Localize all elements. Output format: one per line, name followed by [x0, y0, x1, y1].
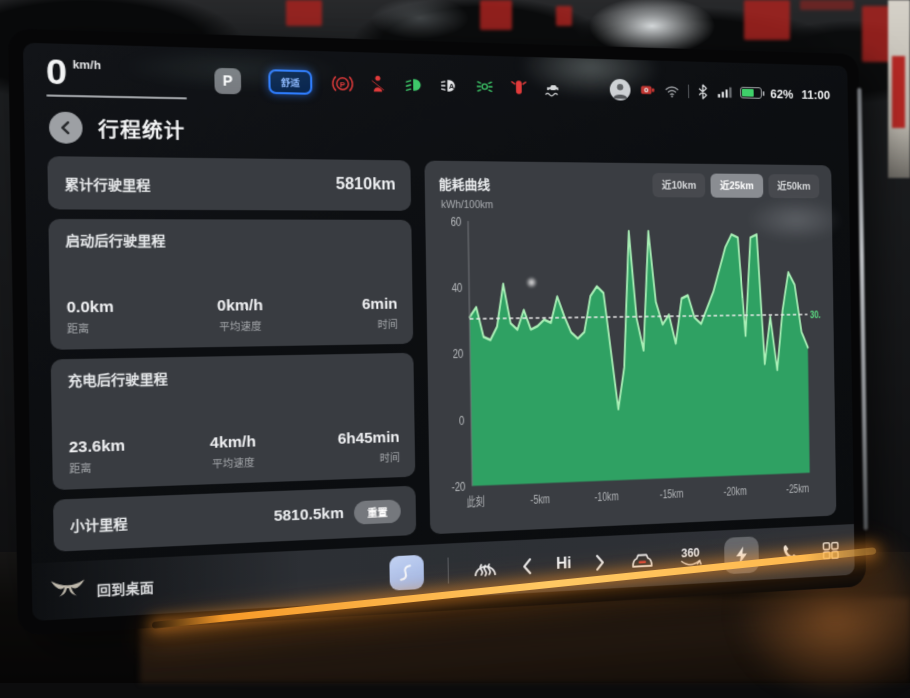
range-button-25km[interactable]: 近25km	[711, 174, 763, 198]
battery-fill	[742, 89, 753, 97]
svg-text:-25km: -25km	[786, 483, 809, 496]
since-charge-card: 充电后行驶里程 23.6km 距离 4km/h 平均速度 6h4	[51, 353, 416, 490]
user-avatar[interactable]	[610, 79, 631, 101]
svg-text:-5km: -5km	[530, 493, 550, 507]
system-status: 62% 11:00	[610, 79, 830, 105]
parking-brake-icon: P	[332, 72, 354, 94]
status-divider	[688, 85, 689, 99]
trip-meter-label: 小计里程	[70, 513, 128, 536]
svg-text:-10km: -10km	[594, 490, 618, 504]
gear-indicator: P	[214, 67, 241, 94]
svg-text:20: 20	[453, 348, 464, 361]
telltale-icons: P A	[332, 72, 564, 98]
since-charge-label: 充电后行驶里程	[68, 363, 399, 390]
infotainment-display: 0 km/h P 舒适 P	[23, 43, 855, 621]
stat-duration: 6h45min 时间	[338, 429, 401, 466]
low-beam-icon	[402, 75, 424, 96]
showroom-photo: 0 km/h P 舒适 P	[0, 0, 910, 683]
traction-control-icon	[542, 78, 563, 98]
wifi-icon	[664, 84, 680, 98]
wall-banner	[556, 6, 572, 26]
speed-unit: km/h	[72, 59, 101, 72]
range-button-50km[interactable]: 近50km	[768, 174, 819, 198]
stat-distance: 23.6km 距离	[69, 437, 126, 476]
chart-range-selector: 近10km 近25km 近50km	[652, 173, 819, 198]
energy-curve-card: 能耗曲线 近10km 近25km 近50km kWh/100km 60 40 20 0…	[424, 161, 836, 535]
position-lamp-icon	[474, 76, 496, 96]
door-ajar-icon	[509, 77, 529, 97]
auto-headlight-icon: A	[438, 75, 460, 96]
svg-text:-15km: -15km	[660, 488, 684, 502]
trip-statistics-content: 累计行驶里程 5810km 启动后行驶里程 0.0km 距离 0km/h	[25, 152, 854, 564]
svg-text:A: A	[449, 82, 455, 91]
svg-text:此刻: 此刻	[467, 494, 485, 510]
chart-title: 能耗曲线	[439, 174, 491, 193]
dock-divider	[448, 558, 449, 584]
speed-underline	[46, 95, 187, 100]
trip-stats-column: 累计行驶里程 5810km 启动后行驶里程 0.0km 距离 0km/h	[47, 156, 416, 552]
stat-avg-speed: 4km/h 平均速度	[210, 433, 257, 471]
cell-signal-icon	[717, 85, 733, 99]
dashcam-icon	[639, 82, 656, 98]
seatbelt-reminder-icon	[368, 74, 389, 95]
vehicle-status-icon[interactable]	[628, 548, 656, 573]
since-start-label: 启动后行驶里程	[65, 230, 396, 250]
svg-text:0: 0	[459, 415, 465, 428]
route-app-icon[interactable]	[389, 555, 424, 591]
battery-icon	[740, 87, 762, 99]
speed-cluster: 0 km/h P 舒适	[46, 56, 313, 103]
clock: 11:00	[801, 87, 830, 102]
bluetooth-icon	[698, 84, 709, 100]
wall-banner	[800, 0, 854, 10]
brand-logo-icon	[50, 576, 86, 604]
trip-meter-card: 小计里程 5810.5km 重置	[53, 486, 416, 552]
svg-text:60: 60	[451, 216, 462, 229]
media-next-icon[interactable]	[594, 554, 606, 572]
wall-banner	[286, 0, 322, 26]
drive-mode-badge: 舒适	[268, 69, 312, 95]
media-track-title[interactable]: Hi	[556, 555, 572, 573]
pillar-banner	[892, 56, 905, 128]
svg-text:30.5: 30.5	[810, 310, 824, 322]
showroom-pillar	[888, 0, 910, 178]
svg-text:P: P	[340, 79, 346, 88]
wall-banner	[480, 0, 512, 30]
home-label: 回到桌面	[97, 576, 154, 599]
infotainment-screen: 0 km/h P 舒适 P	[8, 28, 866, 635]
svg-text:-20km: -20km	[724, 485, 747, 499]
wall-banner	[744, 0, 790, 40]
media-prev-icon[interactable]	[521, 557, 533, 575]
home-button[interactable]: 回到桌面	[50, 573, 154, 605]
since-start-card: 启动后行驶里程 0.0km 距离 0km/h 平均速度 6min	[48, 219, 413, 350]
stat-duration: 6min 时间	[362, 296, 398, 332]
trip-reset-button[interactable]: 重置	[354, 499, 401, 524]
svg-text:-20: -20	[452, 481, 466, 495]
back-button[interactable]	[49, 112, 83, 144]
total-mileage-label: 累计行驶里程	[64, 173, 150, 194]
total-mileage-value: 5810km	[336, 176, 396, 195]
stat-avg-speed: 0km/h 平均速度	[217, 297, 263, 334]
svg-text:40: 40	[452, 282, 463, 295]
page-title: 行程统计	[98, 114, 186, 144]
energy-curve-svg: 60 40 20 0 -20此刻 -5km -10km -15km -20km -25km 30.5	[439, 211, 824, 528]
speed-value: 0	[46, 56, 68, 89]
energy-curve-plot: 60 40 20 0 -20 此刻 -5km -10km -15km -20km -25km 30.5	[439, 211, 824, 528]
defrost-icon[interactable]	[472, 556, 498, 581]
battery-percent: 62%	[770, 86, 793, 101]
range-button-10km[interactable]: 近10km	[652, 173, 705, 198]
stat-distance: 0.0km 距离	[66, 298, 114, 336]
total-mileage-card: 累计行驶里程 5810km	[47, 156, 411, 211]
trip-meter-value: 5810.5km	[274, 505, 344, 525]
